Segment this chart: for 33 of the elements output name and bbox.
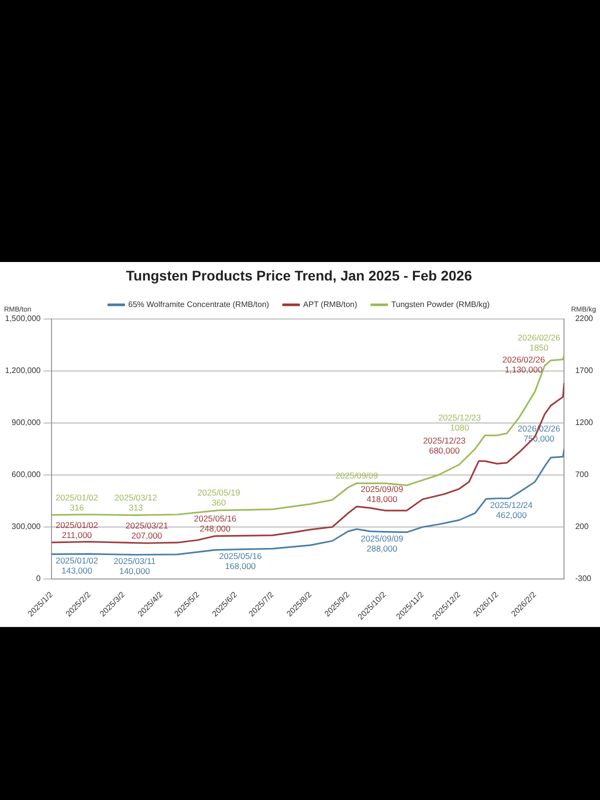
annotation: 2025/03/21 207,000	[126, 520, 168, 540]
annotation: 2025/09/09	[335, 470, 378, 481]
y-tick-label: 900,000	[12, 418, 42, 428]
annotation: 2025/12/23 1080	[438, 412, 482, 433]
y-tick-label: 1,500,000	[4, 314, 42, 324]
y2-tick-label: 700	[575, 470, 590, 480]
annotation: 2025/03/12 313	[114, 492, 158, 513]
y-tick-label: 600,000	[12, 470, 42, 480]
legend-label: APT (RMB/ton)	[303, 300, 358, 310]
annotation: 2026/02/26 1850	[518, 332, 560, 353]
annotation: 2025/09/09 288,000	[360, 533, 404, 554]
chart-title: Tungsten Products Price Trend, Jan 2025 - Feb 2026	[126, 267, 472, 284]
y2-tick-label: 2200	[575, 314, 594, 324]
annotation: 2025/05/19 360	[198, 488, 240, 508]
y2-tick-label: 200	[575, 522, 590, 532]
y2-tick-label: 1700	[575, 366, 594, 376]
annotation: 2025/09/09 418,000	[360, 484, 404, 504]
annotation: 2025/01/02 316	[56, 492, 98, 512]
annotation: 2025/05/16 248,000	[194, 513, 237, 534]
annotation: 2025/01/02 143,000	[56, 556, 98, 576]
y-tick-label: 0	[36, 574, 42, 584]
annotation: 2025/12/23 680,000	[423, 435, 466, 456]
y2-tick-label: 1200	[575, 418, 594, 428]
annotation: 2025/05/16 168,000	[219, 551, 262, 572]
y2-tick-label: -300	[575, 574, 592, 584]
annotation: 2026/02/26 1,130,000	[502, 354, 546, 374]
legend-label: 65% Wolframite Concentrate (RMB/ton)	[128, 300, 270, 310]
annotation: 2025/01/02 211,000	[56, 520, 98, 540]
y-tick-label: 300,000	[12, 522, 42, 532]
annotation: 2025/12/24 462,000	[490, 500, 533, 520]
legend-label: Tungsten Powder (RMB/kg)	[391, 300, 490, 310]
y-tick-label: 1,200,000	[4, 366, 42, 376]
annotation: 2025/03/11 140,000	[114, 556, 156, 576]
